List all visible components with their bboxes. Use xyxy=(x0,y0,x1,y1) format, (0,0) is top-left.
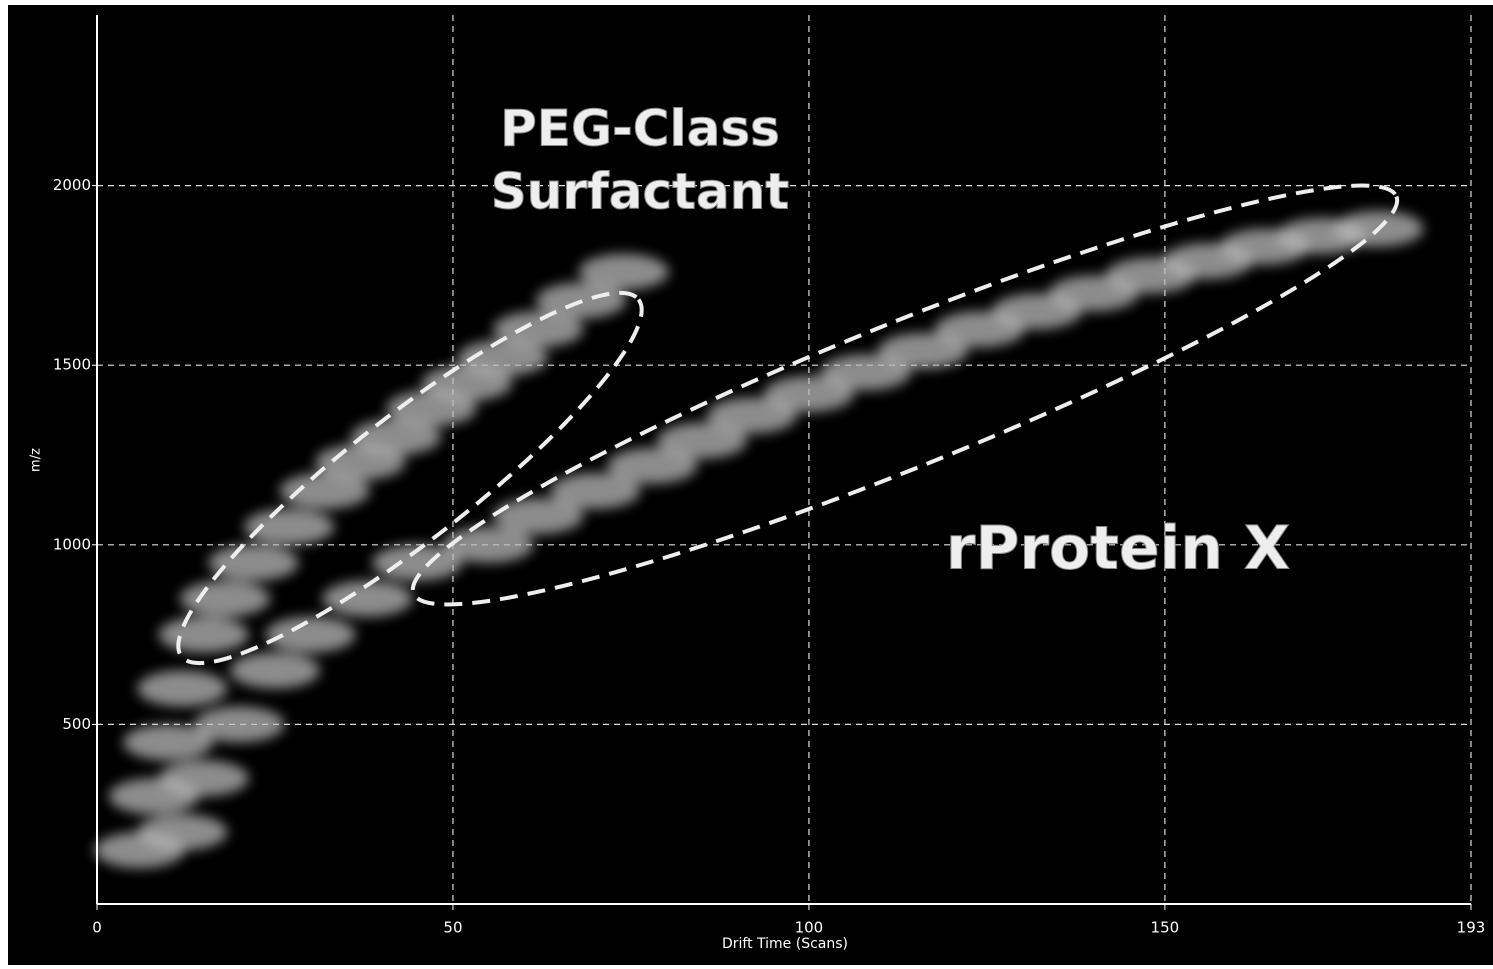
intensity-streak xyxy=(820,354,911,391)
x-tick-label: 193 xyxy=(1457,919,1486,937)
intensity-streak xyxy=(158,616,249,653)
intensity-streak xyxy=(607,447,698,484)
x-tick-label: 0 xyxy=(92,919,102,937)
y-tick-label: 1500 xyxy=(53,356,91,374)
background xyxy=(8,5,1493,965)
intensity-streak xyxy=(208,544,299,581)
y-tick-label: 2000 xyxy=(53,176,91,194)
intensity-streak xyxy=(137,670,228,707)
x-tick-label: 50 xyxy=(443,919,462,937)
y-tick-label: 1000 xyxy=(53,535,91,553)
x-axis-label: Drift Time (Scans) xyxy=(722,936,848,952)
protein-outline xyxy=(410,183,1400,607)
y-axis-label: m/z xyxy=(29,448,44,472)
intensity-streak xyxy=(493,498,584,535)
intensity-streak xyxy=(877,332,968,369)
y-tick-label: 500 xyxy=(62,715,91,733)
intensity-streak xyxy=(706,397,797,434)
intensity-streak xyxy=(351,419,442,456)
x-tick-label: 100 xyxy=(795,919,824,937)
annotation: Surfactant xyxy=(491,163,790,221)
intensity-streak xyxy=(279,472,370,509)
intensity-streak xyxy=(763,375,854,412)
intensity-streak xyxy=(493,311,584,348)
intensity-streak xyxy=(578,253,669,290)
x-tick-label: 150 xyxy=(1151,919,1180,937)
intensity-streak xyxy=(265,616,356,653)
annotation: PEG-Class xyxy=(500,100,780,158)
data-layer xyxy=(94,210,1424,869)
intensity-streak xyxy=(123,724,214,761)
intensity-streak xyxy=(158,760,249,797)
intensity-streak xyxy=(194,706,285,743)
intensity-streak xyxy=(550,472,641,509)
surfactant-outline xyxy=(176,290,644,666)
intensity-streak xyxy=(457,340,548,377)
intensity-streak xyxy=(443,526,534,563)
intensity-streak xyxy=(322,580,413,617)
intensity-streak xyxy=(180,580,271,617)
intensity-streak xyxy=(372,544,463,581)
annotation: rProtein X xyxy=(946,514,1290,584)
intensity-streak xyxy=(137,814,228,851)
intensity-streak xyxy=(657,422,748,459)
intensity-streak xyxy=(244,508,335,545)
intensity-streak xyxy=(229,652,320,689)
